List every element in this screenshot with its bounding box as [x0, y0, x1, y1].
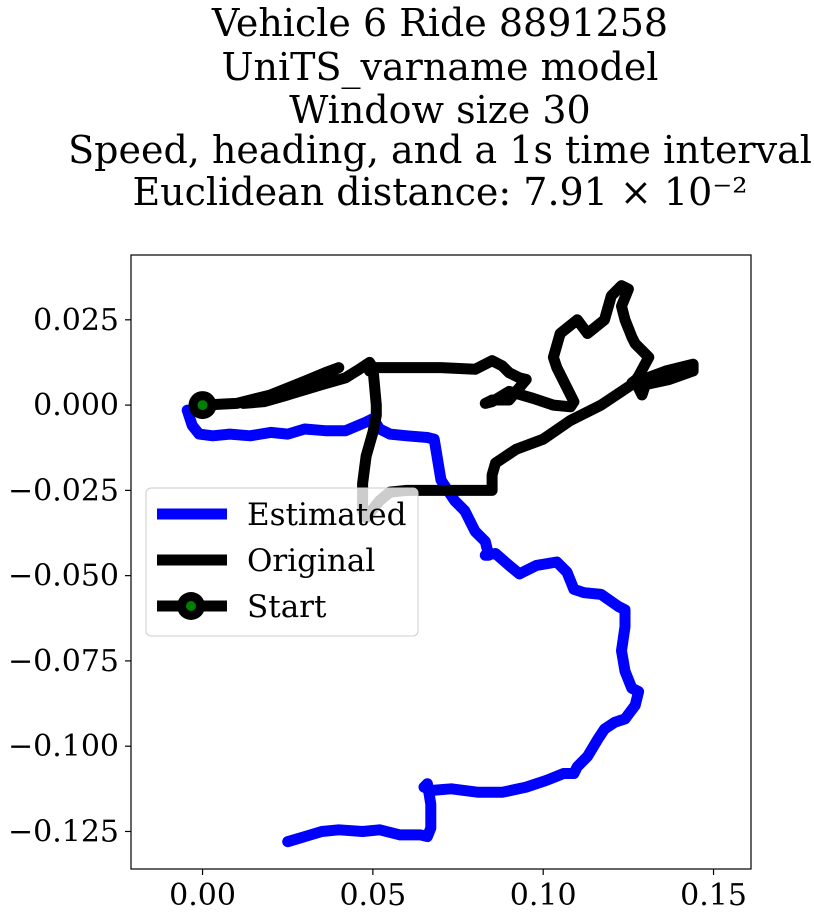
title-line-4: Speed, heading, and a 1s time interval [68, 128, 812, 172]
x-tick-label: 0.00 [169, 878, 236, 913]
series-line-original [197, 280, 699, 524]
x-tick-label: 0.05 [339, 878, 406, 913]
x-tick-label: 0.15 [680, 878, 747, 913]
legend-item-original: Original [157, 543, 375, 579]
legend-item-estimated: Estimated [157, 497, 406, 533]
legend-label: Original [247, 543, 375, 579]
legend-box [145, 487, 419, 637]
x-axis: 0.00 0.05 0.10 0.15 [169, 869, 747, 913]
title-line-3: Window size 30 [289, 88, 590, 132]
title-line-1: Vehicle 6 Ride 8891258 [211, 1, 668, 45]
chart-title: Vehicle 6 Ride 8891258 UniTS_varname mod… [68, 1, 812, 214]
series-layer [181, 280, 699, 848]
legend-item-start: Start [157, 589, 327, 625]
legend-start-marker-center [186, 601, 196, 611]
y-axis: 0.025 0.000 −0.025 −0.050 −0.075 −0.100 −0.125 [8, 303, 131, 849]
y-tick-label: 0.025 [33, 303, 119, 338]
legend-label: Estimated [247, 497, 406, 533]
legend: Estimated Original Start [145, 487, 419, 637]
start-marker-center [197, 400, 208, 411]
plot-area [130, 254, 752, 870]
title-line-2: UniTS_varname model [222, 45, 659, 90]
y-tick-label: −0.050 [8, 559, 119, 594]
title-line-5: Euclidean distance: 7.91 × 10⁻² [132, 170, 747, 214]
y-tick-label: −0.100 [8, 729, 119, 764]
marker-layer [188, 391, 217, 420]
legend-label: Start [247, 589, 327, 625]
x-tick-label: 0.10 [510, 878, 577, 913]
y-tick-label: 0.000 [33, 388, 119, 423]
y-tick-label: −0.125 [8, 814, 119, 849]
y-tick-label: −0.075 [8, 644, 119, 679]
y-tick-label: −0.025 [8, 473, 119, 508]
